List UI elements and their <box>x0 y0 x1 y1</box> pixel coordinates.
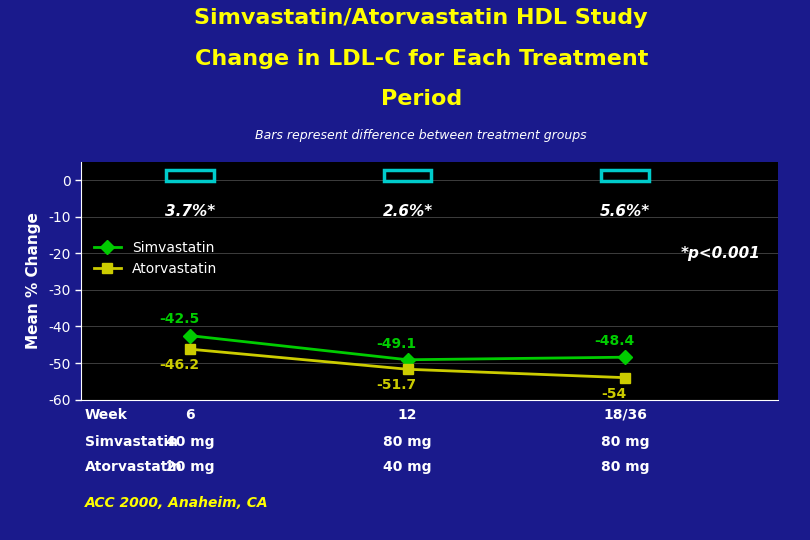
Text: Simvastatin: Simvastatin <box>85 435 178 449</box>
Bar <box>166 170 214 181</box>
Text: 5.6%*: 5.6%* <box>600 204 650 219</box>
Text: *p<0.001: *p<0.001 <box>680 246 760 261</box>
Text: 20 mg: 20 mg <box>165 460 214 474</box>
Text: 80 mg: 80 mg <box>601 460 650 474</box>
Text: Period: Period <box>381 89 462 109</box>
Text: -54: -54 <box>602 387 627 401</box>
Text: 12: 12 <box>398 408 417 422</box>
Text: 18/36: 18/36 <box>603 408 647 422</box>
Text: 80 mg: 80 mg <box>383 435 432 449</box>
Text: 2.6%*: 2.6%* <box>382 204 433 219</box>
Text: 40 mg: 40 mg <box>383 460 432 474</box>
Text: Simvastatin/Atorvastatin HDL Study: Simvastatin/Atorvastatin HDL Study <box>194 8 648 28</box>
Legend: Simvastatin, Atorvastatin: Simvastatin, Atorvastatin <box>88 235 224 281</box>
Text: -46.2: -46.2 <box>159 359 199 372</box>
Bar <box>384 170 432 181</box>
Text: Week: Week <box>85 408 128 422</box>
Bar <box>601 170 649 181</box>
Text: 6: 6 <box>185 408 194 422</box>
Text: -42.5: -42.5 <box>159 313 199 327</box>
Text: 80 mg: 80 mg <box>601 435 650 449</box>
Text: ACC 2000, Anaheim, CA: ACC 2000, Anaheim, CA <box>85 496 269 510</box>
Text: Change in LDL-C for Each Treatment: Change in LDL-C for Each Treatment <box>194 49 648 69</box>
Text: 40 mg: 40 mg <box>165 435 214 449</box>
Text: Bars represent difference between treatment groups: Bars represent difference between treatm… <box>255 129 587 141</box>
Text: -51.7: -51.7 <box>377 379 416 393</box>
Text: -48.4: -48.4 <box>595 334 634 348</box>
Y-axis label: Mean % Change: Mean % Change <box>26 212 41 349</box>
Text: 3.7%*: 3.7%* <box>164 204 215 219</box>
Text: -49.1: -49.1 <box>377 336 416 350</box>
Text: Atorvastatin: Atorvastatin <box>85 460 183 474</box>
